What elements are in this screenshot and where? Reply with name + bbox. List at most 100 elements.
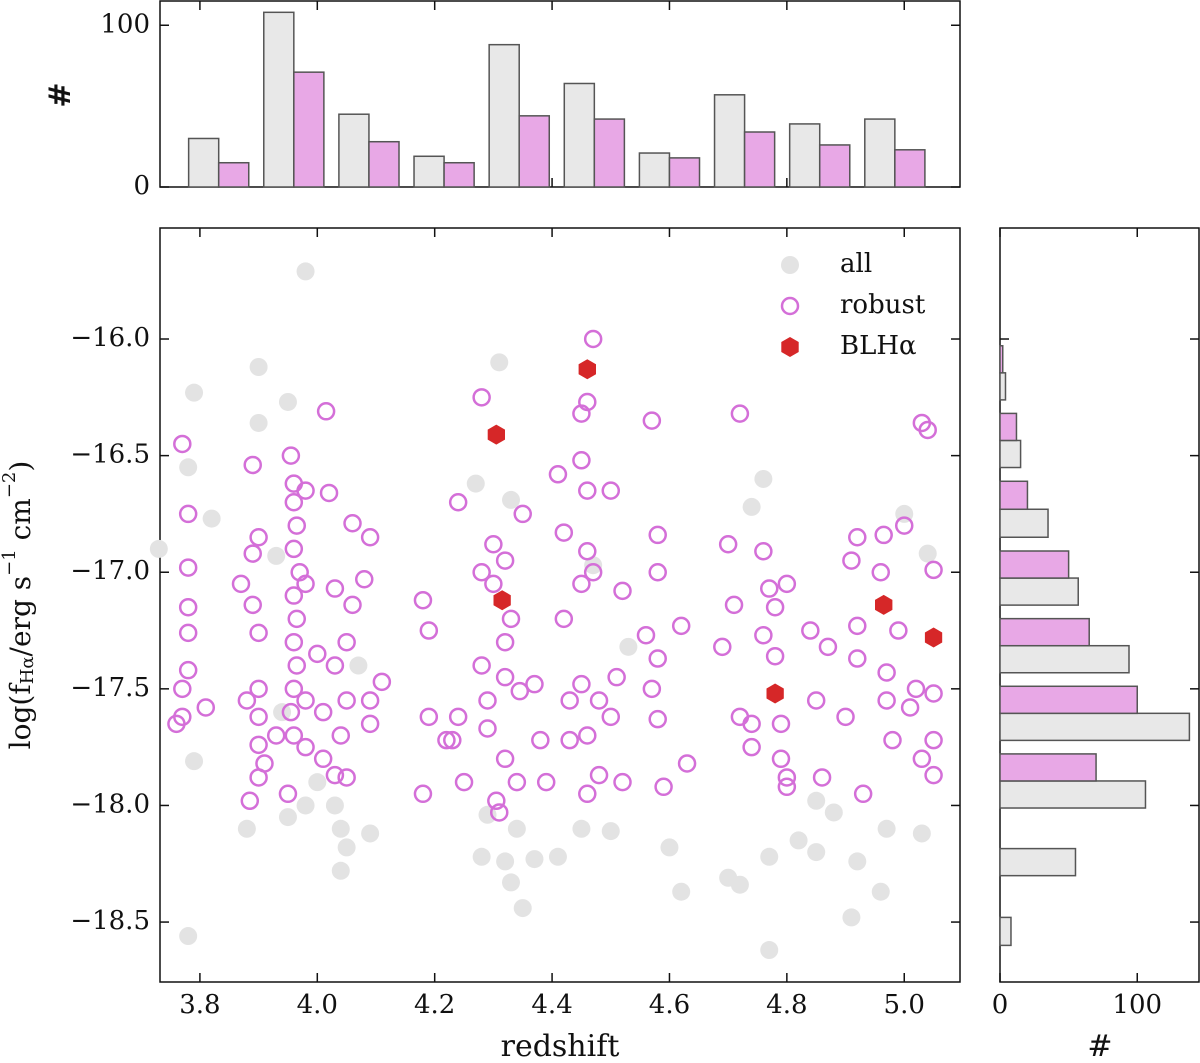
- point: [266, 726, 286, 745]
- point: [173, 434, 192, 454]
- point: [313, 749, 333, 769]
- point: [572, 451, 591, 470]
- point: [349, 656, 368, 675]
- point: [648, 525, 667, 545]
- bar: [999, 508, 1049, 538]
- bar: [999, 847, 1077, 877]
- point: [249, 735, 268, 755]
- point: [337, 691, 356, 710]
- point: [296, 691, 315, 710]
- point: [918, 420, 937, 440]
- point: [495, 749, 515, 769]
- bar: [187, 137, 220, 188]
- point: [806, 691, 826, 710]
- point: [572, 819, 591, 838]
- y-tick-label: −17.0: [70, 556, 150, 586]
- point: [296, 481, 315, 500]
- point: [472, 388, 491, 407]
- bar: [999, 753, 1097, 782]
- x-tick-label: 4.4: [531, 990, 572, 1020]
- point: [601, 822, 620, 841]
- point: [178, 623, 198, 643]
- bar: [368, 140, 400, 188]
- bar: [999, 439, 1022, 469]
- point: [284, 679, 304, 699]
- point: [853, 784, 873, 804]
- point: [237, 819, 256, 838]
- point: [871, 882, 890, 901]
- point: [554, 609, 574, 629]
- point: [765, 646, 785, 666]
- point: [178, 597, 198, 617]
- point: [466, 474, 485, 493]
- x-tick-label: 4.0: [297, 990, 338, 1020]
- point: [807, 843, 826, 862]
- point: [237, 691, 257, 710]
- bar: [864, 118, 896, 188]
- point: [360, 714, 380, 734]
- point: [801, 621, 820, 640]
- point: [848, 852, 867, 871]
- point: [325, 796, 344, 815]
- point: [874, 525, 893, 545]
- bar: [518, 115, 551, 188]
- point: [889, 621, 908, 640]
- point: [812, 768, 832, 787]
- point: [918, 544, 937, 563]
- x-tick-label: 4.6: [649, 990, 690, 1020]
- legend-marker: [781, 337, 799, 357]
- point: [337, 632, 356, 652]
- point: [613, 772, 632, 792]
- point: [742, 497, 761, 516]
- point: [413, 784, 433, 804]
- point: [178, 558, 198, 577]
- point: [589, 765, 609, 785]
- point: [249, 768, 268, 787]
- point: [924, 560, 943, 580]
- point: [284, 539, 304, 559]
- point: [249, 413, 268, 432]
- label-part: −2: [0, 472, 20, 499]
- point: [718, 534, 738, 554]
- point: [360, 527, 380, 547]
- point: [875, 594, 893, 615]
- point: [185, 383, 204, 402]
- point: [906, 679, 926, 699]
- point: [243, 544, 262, 563]
- point: [660, 838, 679, 857]
- point: [510, 681, 530, 701]
- point: [724, 595, 744, 615]
- point: [578, 359, 596, 380]
- point: [642, 411, 662, 430]
- bar: [999, 780, 1147, 809]
- point: [818, 637, 838, 657]
- point: [842, 551, 861, 570]
- x-tick-label: 5.0: [884, 990, 925, 1020]
- point: [760, 847, 779, 866]
- point: [281, 446, 301, 465]
- point: [287, 656, 307, 675]
- point: [343, 595, 362, 615]
- point: [487, 791, 506, 811]
- point: [361, 824, 380, 843]
- point: [671, 616, 691, 636]
- point: [777, 777, 797, 797]
- point: [202, 509, 221, 528]
- point: [331, 861, 350, 880]
- bar: [818, 144, 851, 188]
- point: [501, 873, 520, 892]
- point: [759, 579, 779, 598]
- point: [454, 772, 474, 792]
- y-tick-label: 0: [133, 171, 150, 201]
- x-tick-label: 100: [1112, 990, 1162, 1020]
- point: [648, 709, 667, 729]
- point: [777, 574, 797, 594]
- point: [871, 562, 891, 582]
- point: [287, 609, 307, 629]
- point: [513, 504, 532, 524]
- point: [490, 353, 509, 372]
- point: [448, 493, 468, 512]
- bar: [488, 43, 520, 188]
- point: [284, 586, 304, 605]
- point: [578, 392, 597, 412]
